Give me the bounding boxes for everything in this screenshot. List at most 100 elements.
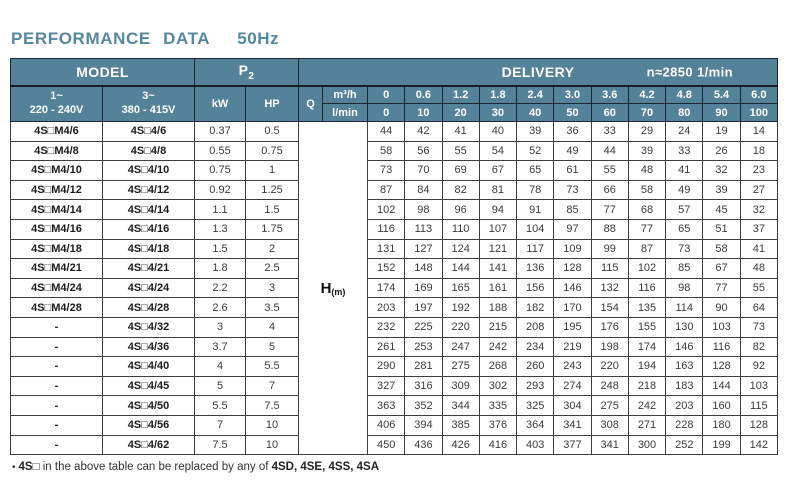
- head-value-cell: 42: [404, 121, 443, 142]
- head-value-cell: 152: [366, 258, 406, 279]
- model-1ph-cell: 4S□M4/18: [10, 238, 103, 260]
- m3h-unit-label: m³/h: [322, 85, 368, 104]
- head-value-cell: 144: [441, 258, 480, 279]
- head-value-cell: 403: [516, 434, 555, 456]
- head-value-cell: 92: [739, 356, 779, 377]
- head-value-cell: 44: [590, 140, 629, 162]
- kw-value-cell: 1.1: [194, 199, 246, 220]
- table-row: -4S□4/56 7 10 406 394 385 376 364 341 308 271 228 18…: [10, 414, 779, 436]
- flow-lmin-value: 0: [366, 103, 406, 122]
- head-value-cell: 52: [516, 140, 555, 162]
- head-value-cell: 136: [516, 258, 555, 279]
- head-meters-label: H(m): [298, 120, 368, 456]
- head-value-cell: 198: [590, 336, 629, 358]
- head-value-cell: 220: [590, 356, 629, 377]
- head-value-cell: 97: [553, 218, 592, 240]
- head-value-cell: 14: [739, 121, 779, 142]
- head-value-cell: 135: [627, 297, 667, 318]
- delivery-label: DELIVERY: [501, 63, 575, 80]
- flow-m3h-value: 0: [366, 85, 406, 104]
- flow-lmin-value: 70: [627, 103, 667, 122]
- head-value-cell: 81: [478, 179, 518, 201]
- head-value-cell: 73: [553, 179, 592, 201]
- head-value-cell: 275: [441, 356, 480, 377]
- head-value-cell: 103: [739, 375, 779, 397]
- model-1ph-cell: 4S□M4/28: [10, 297, 103, 318]
- head-value-cell: 281: [404, 356, 443, 377]
- model-3ph-cell: 4S□4/36: [102, 336, 195, 358]
- model-1ph-header: 1~ 220 - 240V: [10, 85, 103, 122]
- model-1ph-cell: 4S□M4/21: [10, 258, 103, 279]
- model-3ph-cell: 4S□4/40: [102, 356, 195, 377]
- head-value-cell: 304: [553, 395, 592, 416]
- head-value-cell: 271: [627, 414, 667, 436]
- bullet-icon: •: [12, 462, 16, 473]
- head-value-cell: 33: [665, 140, 704, 162]
- head-value-cell: 261: [366, 336, 406, 358]
- model-1ph-cell: -: [10, 336, 103, 358]
- model-1ph-cell: -: [10, 395, 103, 416]
- lmin-unit-label: l/min: [322, 103, 368, 122]
- head-value-cell: 116: [627, 277, 667, 299]
- head-value-cell: 44: [366, 121, 406, 142]
- hp-value-cell: 1.25: [245, 179, 299, 201]
- head-value-cell: 23: [739, 160, 779, 181]
- head-value-cell: 234: [516, 336, 555, 358]
- head-value-cell: 127: [404, 238, 443, 260]
- head-value-cell: 260: [516, 356, 555, 377]
- head-value-cell: 170: [553, 297, 592, 318]
- head-value-cell: 182: [516, 297, 555, 318]
- head-value-cell: 148: [404, 258, 443, 279]
- head-value-cell: 174: [366, 277, 406, 299]
- head-value-cell: 107: [478, 218, 518, 240]
- hp-value-cell: 3: [245, 277, 299, 299]
- performance-table: MODEL P2 DELIVERY n≈2850 1/min 1~ 220 - …: [10, 58, 779, 456]
- head-value-cell: 308: [590, 414, 629, 436]
- head-value-cell: 69: [441, 160, 480, 181]
- head-value-cell: 219: [553, 336, 592, 358]
- table-row: -4S□4/50 5.5 7.5 363 352 344 335 325 304 275 242 20…: [10, 395, 779, 416]
- kw-value-cell: 1.3: [194, 218, 246, 240]
- table-row: 4S□M4/18 4S□4/18 1.5 2 131 127 124 121 117 109 99 8…: [10, 238, 779, 260]
- kw-value-cell: 2.6: [194, 297, 246, 318]
- head-value-cell: 27: [739, 179, 779, 201]
- model-3ph-cell: 4S□4/10: [102, 160, 195, 181]
- head-value-cell: 154: [590, 297, 629, 318]
- table-row: 4S□M4/21 4S□4/21 1.8 2.5 152 148 144 141 136 128 1…: [10, 258, 779, 279]
- hp-column-header: HP: [245, 85, 299, 122]
- head-value-cell: 102: [627, 258, 667, 279]
- speed-label: n≈2850 1/min: [646, 64, 733, 80]
- head-value-cell: 161: [478, 277, 518, 299]
- head-value-cell: 58: [366, 140, 406, 162]
- head-value-cell: 41: [739, 238, 779, 260]
- head-value-cell: 104: [516, 218, 555, 240]
- table-row: 4S□M4/8 4S□4/8 0.55 0.75 58 56 55 54 52 49 44 39 33 2…: [10, 140, 779, 162]
- model-1ph-cell: -: [10, 434, 103, 456]
- model-3ph-cell: 4S□4/56: [102, 414, 195, 436]
- head-value-cell: 29: [627, 121, 667, 142]
- head-value-cell: 247: [441, 336, 480, 358]
- head-value-cell: 33: [590, 121, 629, 142]
- model-3ph-cell: 4S□4/14: [102, 199, 195, 220]
- table-header: MODEL P2 DELIVERY n≈2850 1/min 1~ 220 - …: [10, 58, 779, 122]
- head-value-cell: 215: [478, 316, 518, 338]
- head-value-cell: 116: [366, 218, 406, 240]
- head-value-cell: 114: [665, 297, 704, 318]
- model-3ph-cell: 4S□4/45: [102, 375, 195, 397]
- voltage-1-label: 220 - 240V: [29, 103, 84, 116]
- head-value-cell: 103: [702, 316, 741, 338]
- head-value-cell: 203: [665, 395, 704, 416]
- model-1ph-cell: 4S□M4/14: [10, 199, 103, 220]
- footnote: • 4S□ in the above table can be replaced …: [12, 461, 379, 473]
- head-value-cell: 146: [665, 336, 704, 358]
- head-value-cell: 77: [702, 277, 741, 299]
- hp-value-cell: 1.75: [245, 218, 299, 240]
- model-3ph-cell: 4S□4/8: [102, 140, 195, 162]
- flow-lmin-value: 20: [441, 103, 480, 122]
- kw-value-cell: 1.5: [194, 238, 246, 260]
- table-row: 4S□M4/16 4S□4/16 1.3 1.75 116 113 110 107 104 97 8…: [10, 218, 779, 240]
- head-value-cell: 61: [553, 160, 592, 181]
- head-value-cell: 156: [516, 277, 555, 299]
- head-value-cell: 197: [404, 297, 443, 318]
- model-1ph-cell: -: [10, 375, 103, 397]
